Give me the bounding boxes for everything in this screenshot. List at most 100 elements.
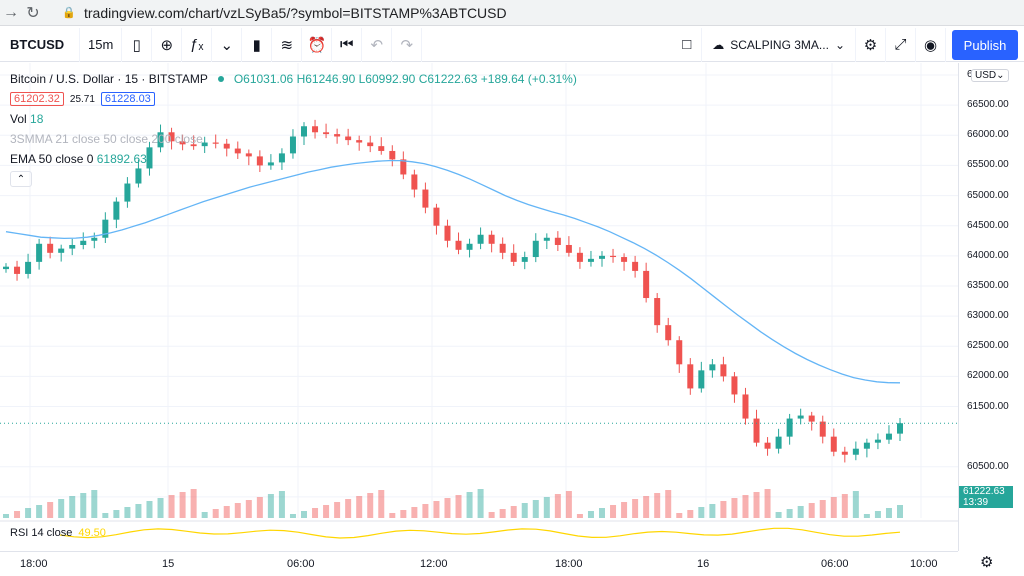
candle-body xyxy=(345,136,352,141)
chart-toolbar: BTCUSD 15m ▯ ⊕ ƒₓ ⌄ ▮ ≋ ⏰ ⏮ ↶ ↷ □ ☁ SCAL… xyxy=(0,27,1024,62)
volume-bar xyxy=(565,491,572,518)
price-tick: 64000.00 xyxy=(967,249,1009,261)
candle-body xyxy=(764,442,771,449)
volume-legend-row[interactable]: Vol 18 xyxy=(10,109,577,129)
layout-square-icon[interactable]: □ xyxy=(672,27,703,62)
candle-body xyxy=(168,132,175,142)
chart-pane[interactable] xyxy=(0,63,1024,576)
replay-icon[interactable]: ⏮ xyxy=(332,27,363,62)
vol-label: Vol xyxy=(10,112,27,126)
candle-body xyxy=(334,134,341,137)
candle-body xyxy=(356,140,363,143)
price-tick: 62500.00 xyxy=(967,340,1009,352)
currency-selector[interactable]: USD⌄ xyxy=(971,69,1009,82)
volume-bar xyxy=(698,507,705,518)
rsi-line xyxy=(59,527,901,539)
volume-bar xyxy=(852,491,859,518)
volume-bar xyxy=(179,492,186,518)
smma-legend-row[interactable]: 3SMMA 21 close 50 close 200 close xyxy=(10,129,577,149)
volume-bar xyxy=(389,513,396,518)
volume-bar xyxy=(742,495,749,518)
symbol-search-button[interactable]: BTCUSD xyxy=(0,27,80,62)
candle-body xyxy=(14,266,21,274)
redo-icon[interactable]: ↷ xyxy=(392,27,423,62)
volume-bar xyxy=(190,489,197,518)
alert-icon[interactable]: ⏰ xyxy=(302,27,333,62)
collapse-legend-button[interactable]: ⌃ xyxy=(10,171,32,187)
candle-body xyxy=(301,126,307,137)
financials-icon[interactable]: ≋ xyxy=(272,27,303,62)
layout-name: SCALPING 3MA... xyxy=(730,37,829,52)
candle-body xyxy=(278,153,285,163)
price-tick: 64500.00 xyxy=(967,219,1009,231)
chart-settings-gear-icon[interactable]: ⚙ xyxy=(980,554,994,571)
time-label: 06:00 xyxy=(287,558,315,570)
chevron-down-icon[interactable]: ⌄ xyxy=(212,27,243,62)
price-tick: 66500.00 xyxy=(967,99,1009,111)
buy-price-button[interactable]: 61228.03 xyxy=(100,92,155,106)
time-label: 18:00 xyxy=(20,558,48,570)
indicators-icon[interactable]: ƒₓ xyxy=(182,27,213,62)
volume-bar xyxy=(444,498,451,518)
back-icon[interactable]: → xyxy=(3,3,19,21)
rsi-value: 49.50 xyxy=(78,527,106,539)
interval-button[interactable]: 15m xyxy=(80,27,123,62)
ema-legend-row[interactable]: EMA 50 close 0 61892.63 xyxy=(10,149,577,169)
volume-bar xyxy=(323,505,330,518)
volume-bar xyxy=(47,502,54,518)
candle-body xyxy=(565,244,572,253)
price-tick: 61500.00 xyxy=(967,400,1009,412)
chart-svg[interactable] xyxy=(0,63,958,551)
candle-body xyxy=(455,240,462,250)
volume-bar xyxy=(477,489,484,518)
time-axis[interactable]: 18:00 15 06:00 12:00 18:00 16 06:00 10:0… xyxy=(0,551,958,576)
spread-value: 25.71 xyxy=(69,93,95,105)
candle-body xyxy=(852,448,859,455)
layout-save-button[interactable]: ☁ SCALPING 3MA... ⌄ xyxy=(702,27,856,62)
snapshot-camera-icon[interactable]: ◉ xyxy=(916,27,946,62)
url-text[interactable]: tradingview.com/chart/vzLSyBa5/?symbol=B… xyxy=(84,4,507,21)
compare-add-icon[interactable]: ⊕ xyxy=(152,27,183,62)
candle-body xyxy=(797,415,804,419)
reload-icon[interactable]: ↻ xyxy=(26,4,40,22)
candle-body xyxy=(786,418,793,437)
rsi-label: RSI 14 close xyxy=(10,527,73,539)
ema-value: 61892.63 xyxy=(96,152,147,166)
templates-icon[interactable]: ▮ xyxy=(242,27,273,62)
price-axis[interactable]: 67000.0066500.0066000.0065500.0065000.00… xyxy=(958,63,1024,551)
volume-bar xyxy=(576,514,583,518)
smma-label: 3SMMA 21 close 50 close 200 close xyxy=(10,132,203,146)
publish-button[interactable]: Publish xyxy=(952,30,1018,60)
candlestick-type-icon[interactable]: ▯ xyxy=(122,27,153,62)
candle-body xyxy=(775,436,782,449)
fullscreen-icon[interactable]: ⤢ xyxy=(886,27,916,62)
candle-body xyxy=(753,418,760,443)
volume-bar xyxy=(841,494,848,518)
volume-bar xyxy=(367,493,374,518)
candle-body xyxy=(488,234,495,244)
bid-ask-row: 61202.32 25.71 61228.03 xyxy=(10,89,577,109)
volume-bar xyxy=(3,514,9,518)
candle-body xyxy=(25,261,32,274)
volume-bar xyxy=(345,499,352,518)
volume-bar xyxy=(874,511,881,518)
undo-icon[interactable]: ↶ xyxy=(362,27,393,62)
volume-bar xyxy=(256,497,263,518)
candle-body xyxy=(113,201,120,220)
market-status-icon xyxy=(217,76,224,82)
volume-bar xyxy=(830,497,837,518)
volume-bar xyxy=(289,514,296,518)
candle-body xyxy=(69,244,76,249)
settings-gear-icon[interactable]: ⚙ xyxy=(856,27,886,62)
candle-body xyxy=(731,376,738,395)
candle-body xyxy=(830,436,837,452)
rsi-legend[interactable]: RSI 14 close 49.50 xyxy=(10,527,106,539)
volume-bar xyxy=(488,512,495,518)
sell-price-button[interactable]: 61202.32 xyxy=(10,92,64,106)
volume-bar xyxy=(654,493,661,518)
volume-bar xyxy=(212,509,219,518)
candle-body xyxy=(897,423,903,434)
ohlc-low: L60992.90 xyxy=(358,72,416,86)
candle-body xyxy=(874,439,881,443)
symbol-title[interactable]: Bitcoin / U.S. Dollar · 15 · BITSTAMP xyxy=(10,72,208,86)
